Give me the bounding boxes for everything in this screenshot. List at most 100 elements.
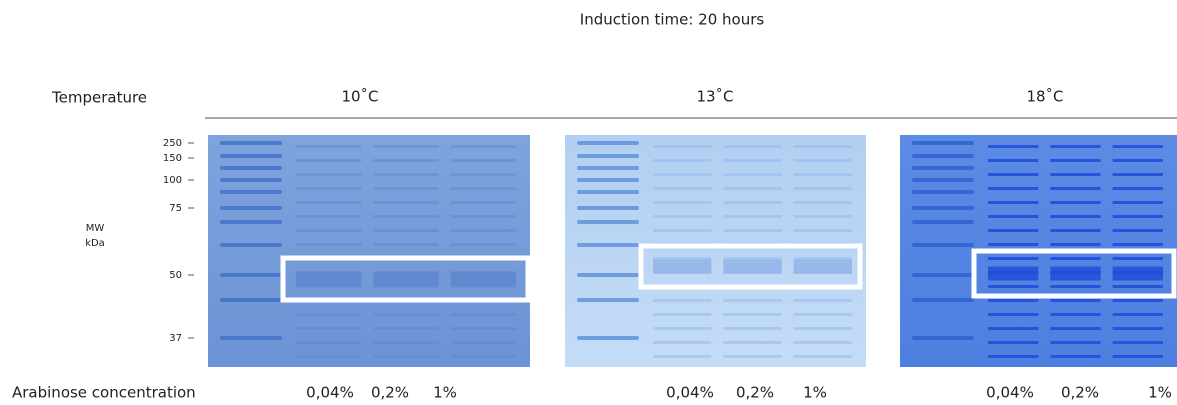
lane-band bbox=[1050, 159, 1100, 162]
target-band bbox=[653, 260, 711, 274]
lane-label: 0,04% bbox=[986, 384, 1034, 402]
temperature: 13˚C bbox=[696, 88, 733, 106]
lane-label: 0,2% bbox=[736, 384, 774, 402]
lane-band bbox=[723, 229, 781, 232]
lane-band bbox=[653, 187, 711, 190]
lane-band bbox=[723, 327, 781, 330]
lane-band bbox=[451, 215, 516, 218]
target-band bbox=[373, 272, 438, 286]
lane-band bbox=[296, 327, 361, 330]
lane-band bbox=[1050, 327, 1100, 330]
lane-band bbox=[988, 257, 1038, 260]
lane-band bbox=[296, 173, 361, 176]
temperature: 10˚C bbox=[341, 88, 378, 106]
lane-band bbox=[1050, 285, 1100, 288]
lane-band bbox=[794, 341, 852, 344]
target-band bbox=[723, 260, 781, 274]
lane-band bbox=[723, 159, 781, 162]
lane-band bbox=[1113, 187, 1163, 190]
lane-band bbox=[653, 215, 711, 218]
mw-unit: kDa bbox=[85, 238, 105, 249]
lane-band bbox=[1113, 257, 1163, 260]
lane-band bbox=[1050, 145, 1100, 148]
lane-band bbox=[451, 159, 516, 162]
ladder-band bbox=[577, 273, 639, 277]
lane-band bbox=[653, 201, 711, 204]
lane-band bbox=[1113, 327, 1163, 330]
ladder-band bbox=[220, 220, 282, 224]
lane-band bbox=[1113, 215, 1163, 218]
lane-band bbox=[1050, 173, 1100, 176]
lane-band bbox=[723, 201, 781, 204]
lane-label: 0,04% bbox=[306, 384, 354, 402]
lane-band bbox=[723, 173, 781, 176]
ladder-band bbox=[912, 190, 974, 194]
lane-band bbox=[451, 355, 516, 358]
lane-band bbox=[723, 145, 781, 148]
ladder-band bbox=[577, 154, 639, 158]
title: Induction time: 20 hours bbox=[580, 11, 765, 29]
lane-band bbox=[988, 299, 1038, 302]
lane-band bbox=[1113, 299, 1163, 302]
lane-band bbox=[1050, 257, 1100, 260]
lane-band bbox=[373, 243, 438, 246]
lane-band bbox=[296, 313, 361, 316]
lane-band bbox=[451, 201, 516, 204]
lane-band bbox=[1113, 243, 1163, 246]
lane-band bbox=[1113, 313, 1163, 316]
lane-band bbox=[1113, 173, 1163, 176]
lane-band bbox=[1113, 159, 1163, 162]
lane-band bbox=[373, 173, 438, 176]
lane-label: 1% bbox=[803, 384, 827, 402]
lane-band bbox=[988, 215, 1038, 218]
ladder-band bbox=[912, 243, 974, 247]
lane-band bbox=[373, 187, 438, 190]
lane-band bbox=[296, 201, 361, 204]
ladder-band bbox=[912, 141, 974, 145]
lane-band bbox=[373, 313, 438, 316]
lane-label: 0,04% bbox=[666, 384, 714, 402]
lane-band bbox=[723, 187, 781, 190]
lane-band bbox=[1050, 299, 1100, 302]
mw-marker: 250 bbox=[163, 138, 182, 149]
lane-band bbox=[794, 145, 852, 148]
ladder-band bbox=[220, 154, 282, 158]
lane-band bbox=[988, 229, 1038, 232]
lane-band bbox=[1050, 341, 1100, 344]
lane-band bbox=[794, 299, 852, 302]
lane-band bbox=[373, 327, 438, 330]
lane-band bbox=[373, 145, 438, 148]
lane-band bbox=[373, 159, 438, 162]
lane-band bbox=[794, 187, 852, 190]
lane-band bbox=[653, 313, 711, 316]
lane-band bbox=[451, 341, 516, 344]
lane-band bbox=[1050, 229, 1100, 232]
ladder-band bbox=[912, 298, 974, 302]
ladder-band bbox=[220, 190, 282, 194]
lane-band bbox=[794, 355, 852, 358]
ladder-band bbox=[220, 206, 282, 210]
ladder-band bbox=[577, 166, 639, 170]
lane-band bbox=[1050, 243, 1100, 246]
ladder-band bbox=[577, 298, 639, 302]
ladder-band bbox=[577, 206, 639, 210]
ladder-band bbox=[220, 243, 282, 247]
ladder-band bbox=[220, 273, 282, 277]
lane-band bbox=[451, 243, 516, 246]
lane-band bbox=[1113, 341, 1163, 344]
lane-band bbox=[1113, 285, 1163, 288]
ladder-band bbox=[220, 178, 282, 182]
figure: Induction time: 20 hours Temperature MW … bbox=[0, 0, 1177, 405]
lane-band bbox=[1050, 355, 1100, 358]
lane-band bbox=[653, 341, 711, 344]
lane-band bbox=[451, 187, 516, 190]
lane-band bbox=[296, 187, 361, 190]
lane-band bbox=[296, 159, 361, 162]
ladder-band bbox=[912, 336, 974, 340]
mw-marker: 50 bbox=[169, 270, 182, 281]
ladder-band bbox=[912, 220, 974, 224]
lane-band bbox=[653, 159, 711, 162]
ladder-band bbox=[220, 336, 282, 340]
lane-band bbox=[373, 229, 438, 232]
ladder-band bbox=[577, 190, 639, 194]
